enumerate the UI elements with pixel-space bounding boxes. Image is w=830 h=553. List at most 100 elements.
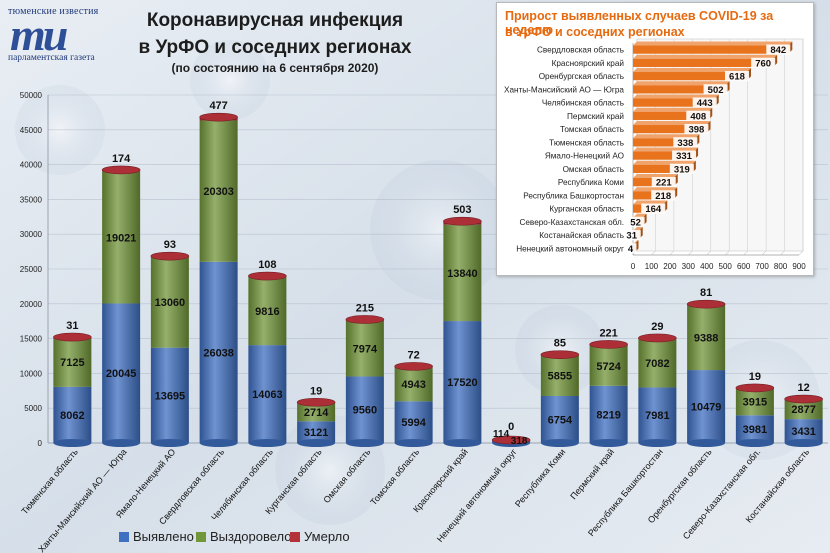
inset-bar	[633, 151, 695, 160]
data-label-detected: 318	[511, 436, 528, 447]
data-label-recovered: 3915	[743, 397, 767, 409]
bar-segment-detected	[784, 419, 823, 443]
x-tick-label: Республика Коми	[513, 447, 567, 509]
data-label-detected: 17520	[447, 377, 478, 389]
inset-value-label: 31	[626, 231, 637, 242]
bar-top-cap	[589, 340, 628, 349]
inset-value-label-bg	[724, 71, 749, 82]
inset-value-label: 760	[755, 58, 771, 69]
inset-category-label: Томская область	[560, 125, 624, 134]
inset-bar	[633, 125, 707, 134]
inset-x-tick-label: 100	[645, 262, 659, 271]
inset-bar-top	[633, 54, 778, 59]
bar-top-cap	[199, 112, 238, 122]
inset-category-label: Оренбургская область	[539, 72, 624, 81]
bar-base-cap	[638, 439, 677, 447]
data-label-died: 93	[164, 239, 176, 251]
data-label-recovered: 114	[493, 429, 510, 440]
chart-subtitle: (по состоянию на 6 сентября 2020)	[171, 61, 379, 75]
data-label-recovered: 13060	[155, 297, 186, 309]
data-label-recovered: 5724	[596, 361, 621, 373]
logo-bottom-text: парламентская газета	[8, 53, 95, 63]
data-label-recovered: 2877	[791, 404, 815, 416]
inset-bar	[633, 98, 715, 107]
data-label-died: 174	[112, 153, 131, 165]
inset-x-tick-label: 300	[682, 262, 696, 271]
bar-segment-recovered	[638, 338, 677, 388]
inset-value-label-bg	[641, 203, 666, 214]
inset-x-tick-label: 200	[663, 262, 677, 271]
inset-category-label: Северо-Казахстанская обл.	[519, 218, 624, 227]
data-label-died: 81	[700, 287, 712, 299]
inset-value-label-bg	[686, 110, 711, 121]
inset-bar	[633, 164, 692, 173]
inset-value-label: 338	[677, 138, 693, 149]
inset-value-label-bg	[672, 150, 697, 161]
x-tick-label: Томская область	[368, 447, 421, 508]
inset-value-label: 398	[688, 125, 704, 136]
x-tick-label: Ханты-Мансийский АО — Югра	[36, 447, 128, 553]
bar-segment-detected	[394, 401, 433, 443]
y-tick-label: 40000	[20, 161, 43, 170]
data-label-detected: 6754	[548, 414, 573, 426]
bar-segment-recovered	[150, 256, 189, 348]
data-label-died: 12	[798, 382, 810, 394]
inset-value-label: 52	[630, 217, 641, 228]
bar-top-cap	[53, 332, 92, 342]
inset-value-label: 164	[645, 204, 662, 215]
bar-segment-recovered	[199, 120, 238, 262]
data-label-died: 503	[453, 204, 471, 216]
data-label-detected: 3121	[304, 427, 328, 439]
data-label-recovered: 13840	[447, 268, 478, 280]
bar-top-cap	[540, 350, 580, 359]
data-label-recovered: 19021	[106, 232, 137, 244]
inset-value-label: 319	[674, 164, 690, 175]
y-tick-label: 10000	[20, 369, 43, 378]
bar-segment-detected	[199, 261, 238, 443]
inset-x-tick-label: 500	[719, 262, 733, 271]
inset-value-label: 443	[697, 98, 713, 109]
inset-gridline-floor	[725, 250, 730, 256]
bar-base-cap	[53, 439, 92, 447]
inset-gridline-floor	[688, 250, 693, 256]
inset-gridline-floor	[761, 250, 767, 256]
data-label-detected: 26038	[203, 347, 234, 359]
inset-bar	[633, 45, 789, 54]
inset-x-tick-label: 900	[792, 262, 806, 271]
logo-mark: ти	[10, 9, 68, 60]
y-tick-label: 25000	[20, 265, 43, 274]
x-tick-label: Курганская область	[263, 447, 324, 517]
inset-value-label-bg	[703, 84, 728, 95]
bar-base-cap	[345, 439, 384, 447]
inset-category-label: Красноярский край	[552, 59, 624, 68]
bar-segment-detected	[102, 303, 141, 443]
inset-value-label: 842	[770, 45, 786, 56]
inset-value-label-bg	[673, 137, 698, 148]
bar-top-cap	[345, 315, 385, 324]
chart-title-line2: в УрФО и соседних регионах	[138, 37, 412, 58]
inset-category-label: Ханты-Мансийский АО — Югра	[504, 85, 624, 94]
inset-gridline-floor	[669, 250, 675, 256]
bar-base-cap	[297, 439, 336, 447]
data-label-detected: 7981	[645, 410, 669, 422]
inset-category-label: Пермский край	[567, 112, 624, 121]
y-tick-label: 0	[38, 439, 43, 448]
y-tick-label: 5000	[24, 404, 42, 413]
inset-category-label: Ненецкий автономный округ	[516, 244, 624, 253]
inset-value-label-bg	[766, 44, 791, 55]
inset-value-label-bg	[684, 124, 709, 135]
y-tick-label: 30000	[20, 230, 43, 239]
data-label-recovered: 7974	[353, 344, 378, 356]
legend-swatch-detected	[119, 532, 129, 542]
data-label-detected: 8219	[596, 409, 620, 421]
bar-base-cap	[150, 439, 189, 447]
inset-x-tick-label: 600	[737, 262, 751, 271]
bar-segment-recovered	[102, 171, 141, 304]
bar-base-cap	[735, 439, 774, 447]
inset-bar	[633, 85, 726, 94]
bar-segment-recovered	[248, 276, 287, 346]
bar-segment-recovered	[589, 345, 628, 386]
data-label-detected: 13695	[155, 390, 186, 402]
bar-top-cap	[443, 216, 482, 226]
